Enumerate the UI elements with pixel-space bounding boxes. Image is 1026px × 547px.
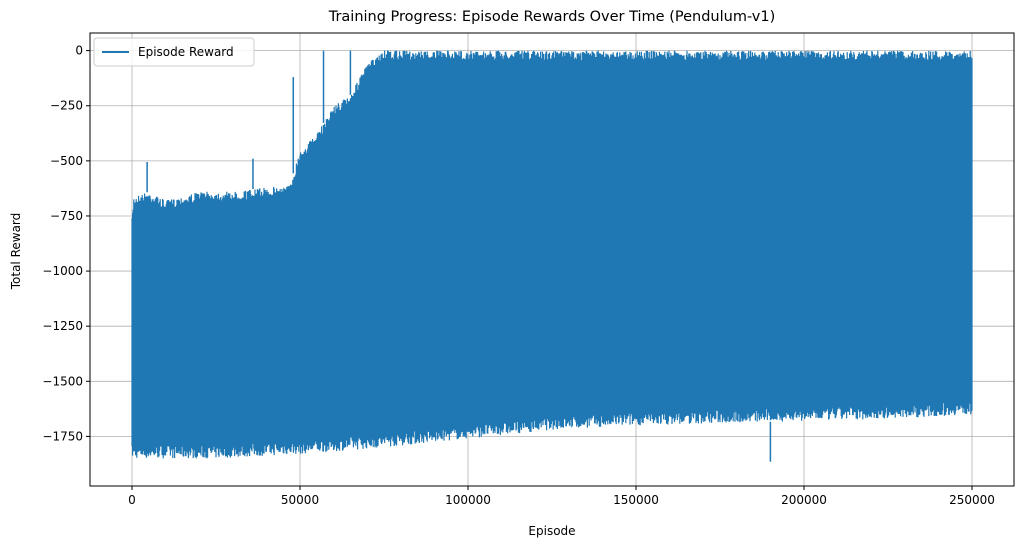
y-tick-label: 0 <box>75 44 83 58</box>
y-tick-label: −250 <box>50 99 83 113</box>
x-tick-label: 100000 <box>445 493 491 507</box>
x-axis-label: Episode <box>528 524 575 538</box>
series-episode-reward <box>131 50 973 462</box>
legend-box <box>93 37 255 67</box>
x-tick-label: 50000 <box>281 493 319 507</box>
legend-label: Episode Reward <box>138 45 234 59</box>
x-tick-label: 0 <box>128 493 136 507</box>
x-axis-ticks: 0 50000 100000 150000 200000 250000 <box>128 486 995 507</box>
y-tick-label: −1250 <box>42 319 83 333</box>
chart-title: Training Progress: Episode Rewards Over … <box>328 9 776 25</box>
y-tick-label: −750 <box>50 209 83 223</box>
y-tick-label: −1500 <box>42 374 83 388</box>
y-tick-label: −1750 <box>42 429 83 443</box>
y-tick-label: −500 <box>50 154 83 168</box>
y-tick-label: −1000 <box>42 264 83 278</box>
series-line <box>131 50 973 459</box>
x-tick-label: 150000 <box>613 493 659 507</box>
x-tick-label: 250000 <box>949 493 995 507</box>
y-axis-ticks: 0 −250 −500 −750 −1000 −1250 −1500 −1750 <box>42 44 90 443</box>
x-tick-label: 200000 <box>781 493 827 507</box>
legend: Episode Reward <box>93 37 255 67</box>
plot-frame <box>89 32 1015 487</box>
y-axis-label: Total Reward <box>9 213 23 291</box>
